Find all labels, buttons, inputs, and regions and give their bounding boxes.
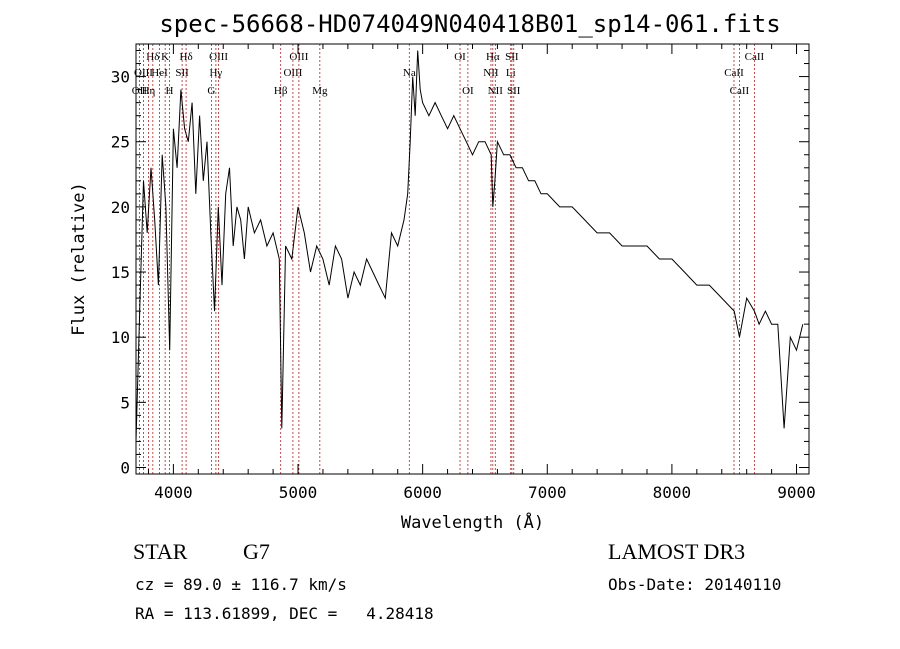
spectrum-line (135, 50, 804, 442)
y-axis-label: Flux (relative) (69, 182, 89, 336)
y-tick-label-30: 30 (111, 68, 130, 87)
survey-name: LAMOST DR3 (608, 539, 746, 564)
y-tick-label-5: 5 (120, 393, 130, 412)
line-label-5: K (161, 51, 169, 63)
line-label-8: Hδ (180, 51, 193, 63)
axis-ticks: 4000 5000 6000 7000 8000 9000 0 5 10 15 20 25 30 (111, 44, 816, 502)
line-label-15: Mg (312, 85, 328, 97)
x-tick-label-4000: 4000 (154, 483, 193, 502)
x-tick-label-8000: 8000 (653, 483, 692, 502)
x-tick-label-5000: 5000 (279, 483, 318, 502)
line-label-20: NII (483, 67, 499, 79)
line-label-10: Hγ (209, 67, 222, 79)
line-label-16: Na (403, 67, 416, 79)
line-label-23: Li (506, 67, 516, 79)
line-label-19: Hα (486, 51, 500, 63)
y-tick-label-20: 20 (111, 198, 130, 217)
y-tick-label-15: 15 (111, 263, 130, 282)
line-label-25: CaII (745, 51, 765, 63)
y-tick-label-25: 25 (111, 133, 130, 152)
line-label-24: SII (507, 85, 521, 97)
line-label-21: NII (488, 85, 504, 97)
x-tick-label-7000: 7000 (528, 483, 567, 502)
chart-title: spec-56668-HD074049N040418B01_sp14-061.f… (159, 10, 781, 38)
y-tick-label-10: 10 (111, 328, 130, 347)
line-label-3: Hη (142, 85, 156, 97)
x-axis-label: Wavelength (Å) (401, 511, 544, 533)
x-tick-label-9000: 9000 (777, 483, 816, 502)
line-label-11: G (207, 85, 215, 97)
line-label-26: CaII (724, 67, 744, 79)
plot-frame (135, 43, 810, 475)
line-label-22: SII (505, 51, 519, 63)
y-tick-label-0: 0 (120, 458, 130, 477)
coordinates-readout: RA = 113.61899, DEC = 4.28418 (135, 604, 434, 623)
object-subclass: G7 (243, 539, 270, 564)
line-label-6: H (166, 85, 174, 97)
line-label-0: Hδ (146, 51, 159, 63)
line-label-27: CaII (730, 85, 750, 97)
redshift-readout: cz = 89.0 ± 116.7 km/s (135, 575, 347, 594)
observation-date: Obs-Date: 20140110 (608, 575, 782, 594)
line-label-13: OIII (289, 51, 308, 63)
line-label-7: SII (175, 67, 189, 79)
spectrum-series (135, 50, 804, 442)
line-label-9: OIII (209, 51, 228, 63)
object-class: STAR (133, 539, 188, 564)
line-label-17: OI (454, 51, 466, 63)
line-label-4: HeI (151, 67, 168, 79)
x-tick-label-6000: 6000 (403, 483, 442, 502)
line-label-14: OIII (283, 67, 302, 79)
line-label-12: Hβ (274, 85, 288, 97)
line-label-18: OI (462, 85, 474, 97)
